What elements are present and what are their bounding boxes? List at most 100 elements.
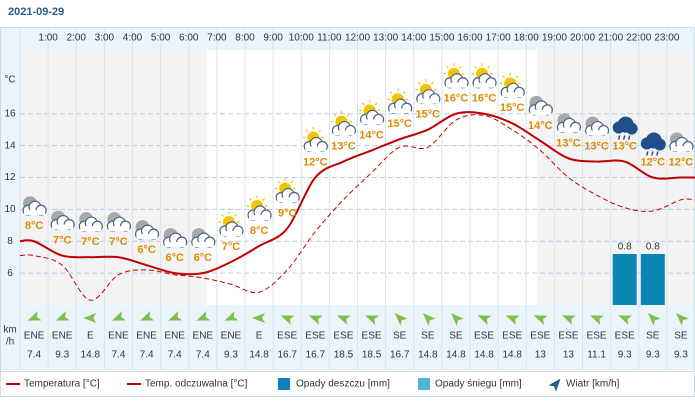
sun-ray	[305, 129, 309, 133]
drop	[627, 135, 631, 140]
weather-icon	[612, 116, 638, 140]
weather-icon	[134, 220, 160, 240]
legend-label: Temp. odczuwalna [°C]	[145, 379, 248, 390]
wind-arrow	[140, 311, 155, 321]
wind-arrow	[422, 313, 436, 326]
x-tick-label: 18:00	[514, 33, 539, 44]
wind-direction: SE	[646, 331, 660, 342]
wind-arrow	[394, 313, 408, 326]
wind-direction: ENE	[108, 331, 129, 342]
weather-icon	[528, 95, 553, 116]
sun-ray	[346, 113, 350, 117]
legend-label: Opady śniegu [mm]	[435, 379, 522, 390]
sun-ray	[402, 91, 406, 95]
weather-icon	[471, 63, 497, 89]
wind-direction: ENE	[136, 331, 157, 342]
x-tick-label: 20:00	[570, 33, 595, 44]
cloud-base	[670, 146, 692, 152]
wind-speed: 7.4	[140, 350, 154, 361]
drop	[646, 151, 649, 156]
cloud-base	[249, 215, 271, 221]
weather-icon	[330, 111, 357, 137]
sun-ray	[474, 65, 477, 69]
y-tick-label: 8	[7, 236, 13, 247]
sun-ray	[487, 65, 490, 69]
temp-label: 13°C	[612, 140, 637, 152]
wind-direction: SE	[449, 331, 463, 342]
wind-speed: 14.8	[502, 350, 522, 361]
x-tick-label: 10:00	[289, 33, 314, 44]
y-axis-label: °C	[4, 75, 15, 86]
temp-label: 13°C	[331, 140, 356, 152]
wind-arrow	[505, 315, 520, 325]
wind-unit: /h	[6, 337, 14, 348]
weather-icon	[387, 88, 413, 114]
wind-arrow	[252, 313, 266, 323]
weather-icon	[669, 132, 694, 153]
weather-icon	[359, 99, 385, 126]
sun-ray	[446, 65, 449, 69]
temp-label: 6°C	[165, 252, 184, 264]
cloud-base	[474, 82, 496, 88]
wind-speed: 11.1	[587, 350, 606, 361]
weather-icon	[584, 116, 610, 137]
weather-icon	[50, 210, 75, 231]
sun-ray	[374, 102, 378, 106]
cloud-base	[305, 146, 327, 152]
sun-ray	[361, 102, 365, 106]
temp-label: 16°C	[472, 93, 497, 105]
sun-ray	[515, 75, 519, 79]
line-series	[19, 111, 695, 276]
rain-label: 0.8	[618, 242, 632, 253]
temp-label: 14°C	[528, 120, 553, 132]
weather-icon	[302, 127, 328, 153]
rain-label: 0.8	[646, 242, 660, 253]
x-tick-label: 7:00	[207, 33, 227, 44]
cloud-part	[625, 122, 638, 135]
temp-label: 6°C	[137, 244, 156, 256]
weather-icon	[499, 72, 525, 98]
wind-direction: ESE	[530, 331, 550, 342]
x-tick-label: 11:00	[317, 33, 342, 44]
rain-bar	[612, 254, 637, 305]
x-tick-label: 16:00	[457, 33, 482, 44]
wind-speed: 16.7	[306, 350, 326, 361]
weather-icon	[78, 212, 103, 232]
legend-label: Wiatr [km/h]	[566, 379, 620, 390]
wind-speed: 7.4	[168, 350, 182, 361]
temp-label: 9°C	[278, 207, 297, 219]
wind-direction: SE	[421, 331, 435, 342]
drop	[622, 135, 626, 140]
weather-icon	[246, 195, 272, 221]
wind-speed: 9.3	[55, 350, 69, 361]
sun-ray	[262, 198, 265, 201]
legend-label: Opady deszczu [mm]	[296, 379, 390, 390]
legend-swatch	[278, 378, 290, 390]
sun-ray	[234, 214, 237, 217]
x-tick-label: 15:00	[429, 33, 454, 44]
weather-icon	[106, 212, 132, 232]
x-tick-label: 22:00	[626, 33, 651, 44]
wind-direction: ESE	[362, 331, 382, 342]
x-tick-label: 21:00	[598, 33, 623, 44]
temp-label: 12°C	[303, 156, 328, 168]
wind-speed: 16.7	[277, 350, 297, 361]
wind-arrow	[83, 313, 97, 323]
temp-label: 13°C	[556, 137, 581, 149]
wind-direction: ESE	[558, 331, 578, 342]
wind-direction: ESE	[305, 331, 325, 342]
wind-arrow	[27, 311, 42, 321]
cloud-base	[333, 130, 355, 136]
wind-direction: ESE	[277, 331, 297, 342]
wind-arrow	[618, 315, 633, 325]
cloud-base	[220, 230, 242, 236]
sun-ray	[502, 75, 505, 79]
wind-arrow	[308, 315, 323, 325]
cloud-base	[108, 226, 130, 232]
wind-direction: ESE	[587, 331, 607, 342]
x-tick-label: 13:00	[373, 33, 398, 44]
chart-title: 2021-09-29	[8, 6, 64, 18]
wind-direction: ESE	[502, 331, 522, 342]
weather-icon	[443, 63, 469, 89]
